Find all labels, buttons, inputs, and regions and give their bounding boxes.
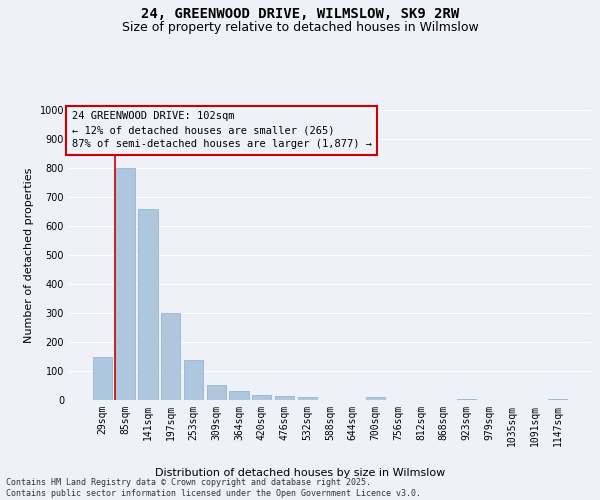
- Text: Size of property relative to detached houses in Wilmslow: Size of property relative to detached ho…: [122, 21, 478, 34]
- Text: 24 GREENWOOD DRIVE: 102sqm
← 12% of detached houses are smaller (265)
87% of sem: 24 GREENWOOD DRIVE: 102sqm ← 12% of deta…: [71, 112, 371, 150]
- Bar: [229, 392, 248, 400]
- Bar: [548, 398, 567, 400]
- Bar: [275, 396, 294, 400]
- Text: Contains HM Land Registry data © Crown copyright and database right 2025.
Contai: Contains HM Land Registry data © Crown c…: [6, 478, 421, 498]
- Bar: [138, 208, 158, 400]
- Bar: [366, 396, 385, 400]
- Text: Distribution of detached houses by size in Wilmslow: Distribution of detached houses by size …: [155, 468, 445, 477]
- Bar: [93, 357, 112, 400]
- Bar: [115, 168, 135, 400]
- Bar: [298, 397, 317, 400]
- Bar: [457, 398, 476, 400]
- Bar: [252, 396, 271, 400]
- Text: 24, GREENWOOD DRIVE, WILMSLOW, SK9 2RW: 24, GREENWOOD DRIVE, WILMSLOW, SK9 2RW: [141, 8, 459, 22]
- Bar: [184, 360, 203, 400]
- Bar: [161, 313, 181, 400]
- Bar: [206, 385, 226, 400]
- Y-axis label: Number of detached properties: Number of detached properties: [24, 168, 34, 342]
